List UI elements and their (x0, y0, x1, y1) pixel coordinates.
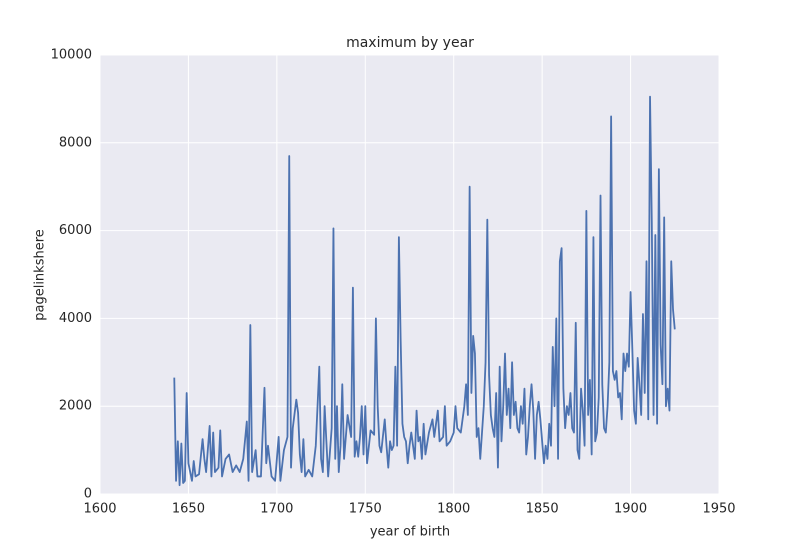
x-tick-label: 1950 (702, 502, 735, 517)
x-tick-label: 1900 (614, 502, 647, 517)
x-tick-label: 1650 (172, 502, 205, 517)
y-tick-label: 2000 (59, 399, 92, 414)
x-tick-label: 1850 (526, 502, 559, 517)
x-tick-label: 1750 (349, 502, 382, 517)
x-tick-label: 1600 (83, 502, 116, 517)
x-tick-label: 1700 (260, 502, 293, 517)
data-line (173, 95, 676, 487)
y-tick-label: 8000 (59, 135, 92, 150)
x-tick-label: 1800 (437, 502, 470, 517)
plot-area (100, 55, 719, 494)
y-tick-label: 10000 (51, 48, 92, 63)
y-tick-label: 0 (84, 487, 92, 502)
y-tick-label: 6000 (59, 223, 92, 238)
x-axis-label: year of birth (370, 525, 450, 540)
y-tick-label: 4000 (59, 311, 92, 326)
y-axis-label: pagelinkshere (33, 229, 48, 321)
chart-title: maximum by year (346, 35, 474, 51)
